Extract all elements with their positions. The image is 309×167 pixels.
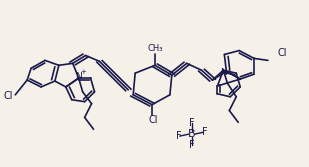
Text: F: F bbox=[176, 131, 182, 141]
Text: N: N bbox=[75, 72, 82, 81]
Text: Cl: Cl bbox=[277, 48, 286, 57]
Text: B: B bbox=[188, 129, 196, 139]
Text: Cl: Cl bbox=[4, 91, 13, 101]
Text: CH₃: CH₃ bbox=[147, 44, 163, 53]
Text: F: F bbox=[202, 127, 207, 137]
Text: F: F bbox=[189, 118, 194, 128]
Text: +: + bbox=[81, 69, 87, 75]
Text: F: F bbox=[189, 140, 194, 150]
Text: N: N bbox=[220, 68, 227, 77]
Text: Cl: Cl bbox=[148, 115, 158, 125]
